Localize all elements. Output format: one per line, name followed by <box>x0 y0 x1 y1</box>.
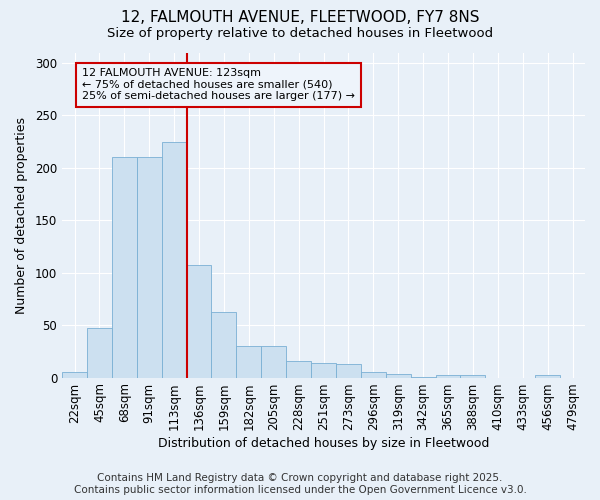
Text: Contains HM Land Registry data © Crown copyright and database right 2025.
Contai: Contains HM Land Registry data © Crown c… <box>74 474 526 495</box>
Bar <box>535 376 560 378</box>
Text: Size of property relative to detached houses in Fleetwood: Size of property relative to detached ho… <box>107 28 493 40</box>
Bar <box>436 376 460 378</box>
Text: 12, FALMOUTH AVENUE, FLEETWOOD, FY7 8NS: 12, FALMOUTH AVENUE, FLEETWOOD, FY7 8NS <box>121 10 479 25</box>
Bar <box>187 266 211 378</box>
Bar <box>112 158 137 378</box>
Bar <box>137 158 161 378</box>
Bar <box>211 312 236 378</box>
Y-axis label: Number of detached properties: Number of detached properties <box>15 116 28 314</box>
Bar <box>261 346 286 378</box>
Bar <box>87 328 112 378</box>
Text: 12 FALMOUTH AVENUE: 123sqm
← 75% of detached houses are smaller (540)
25% of sem: 12 FALMOUTH AVENUE: 123sqm ← 75% of deta… <box>82 68 355 102</box>
Bar <box>361 372 386 378</box>
X-axis label: Distribution of detached houses by size in Fleetwood: Distribution of detached houses by size … <box>158 437 489 450</box>
Bar <box>62 372 87 378</box>
Bar <box>311 363 336 378</box>
Bar <box>386 374 410 378</box>
Bar <box>236 346 261 378</box>
Bar <box>460 376 485 378</box>
Bar <box>336 364 361 378</box>
Bar <box>161 142 187 378</box>
Bar <box>286 361 311 378</box>
Bar <box>410 376 436 378</box>
